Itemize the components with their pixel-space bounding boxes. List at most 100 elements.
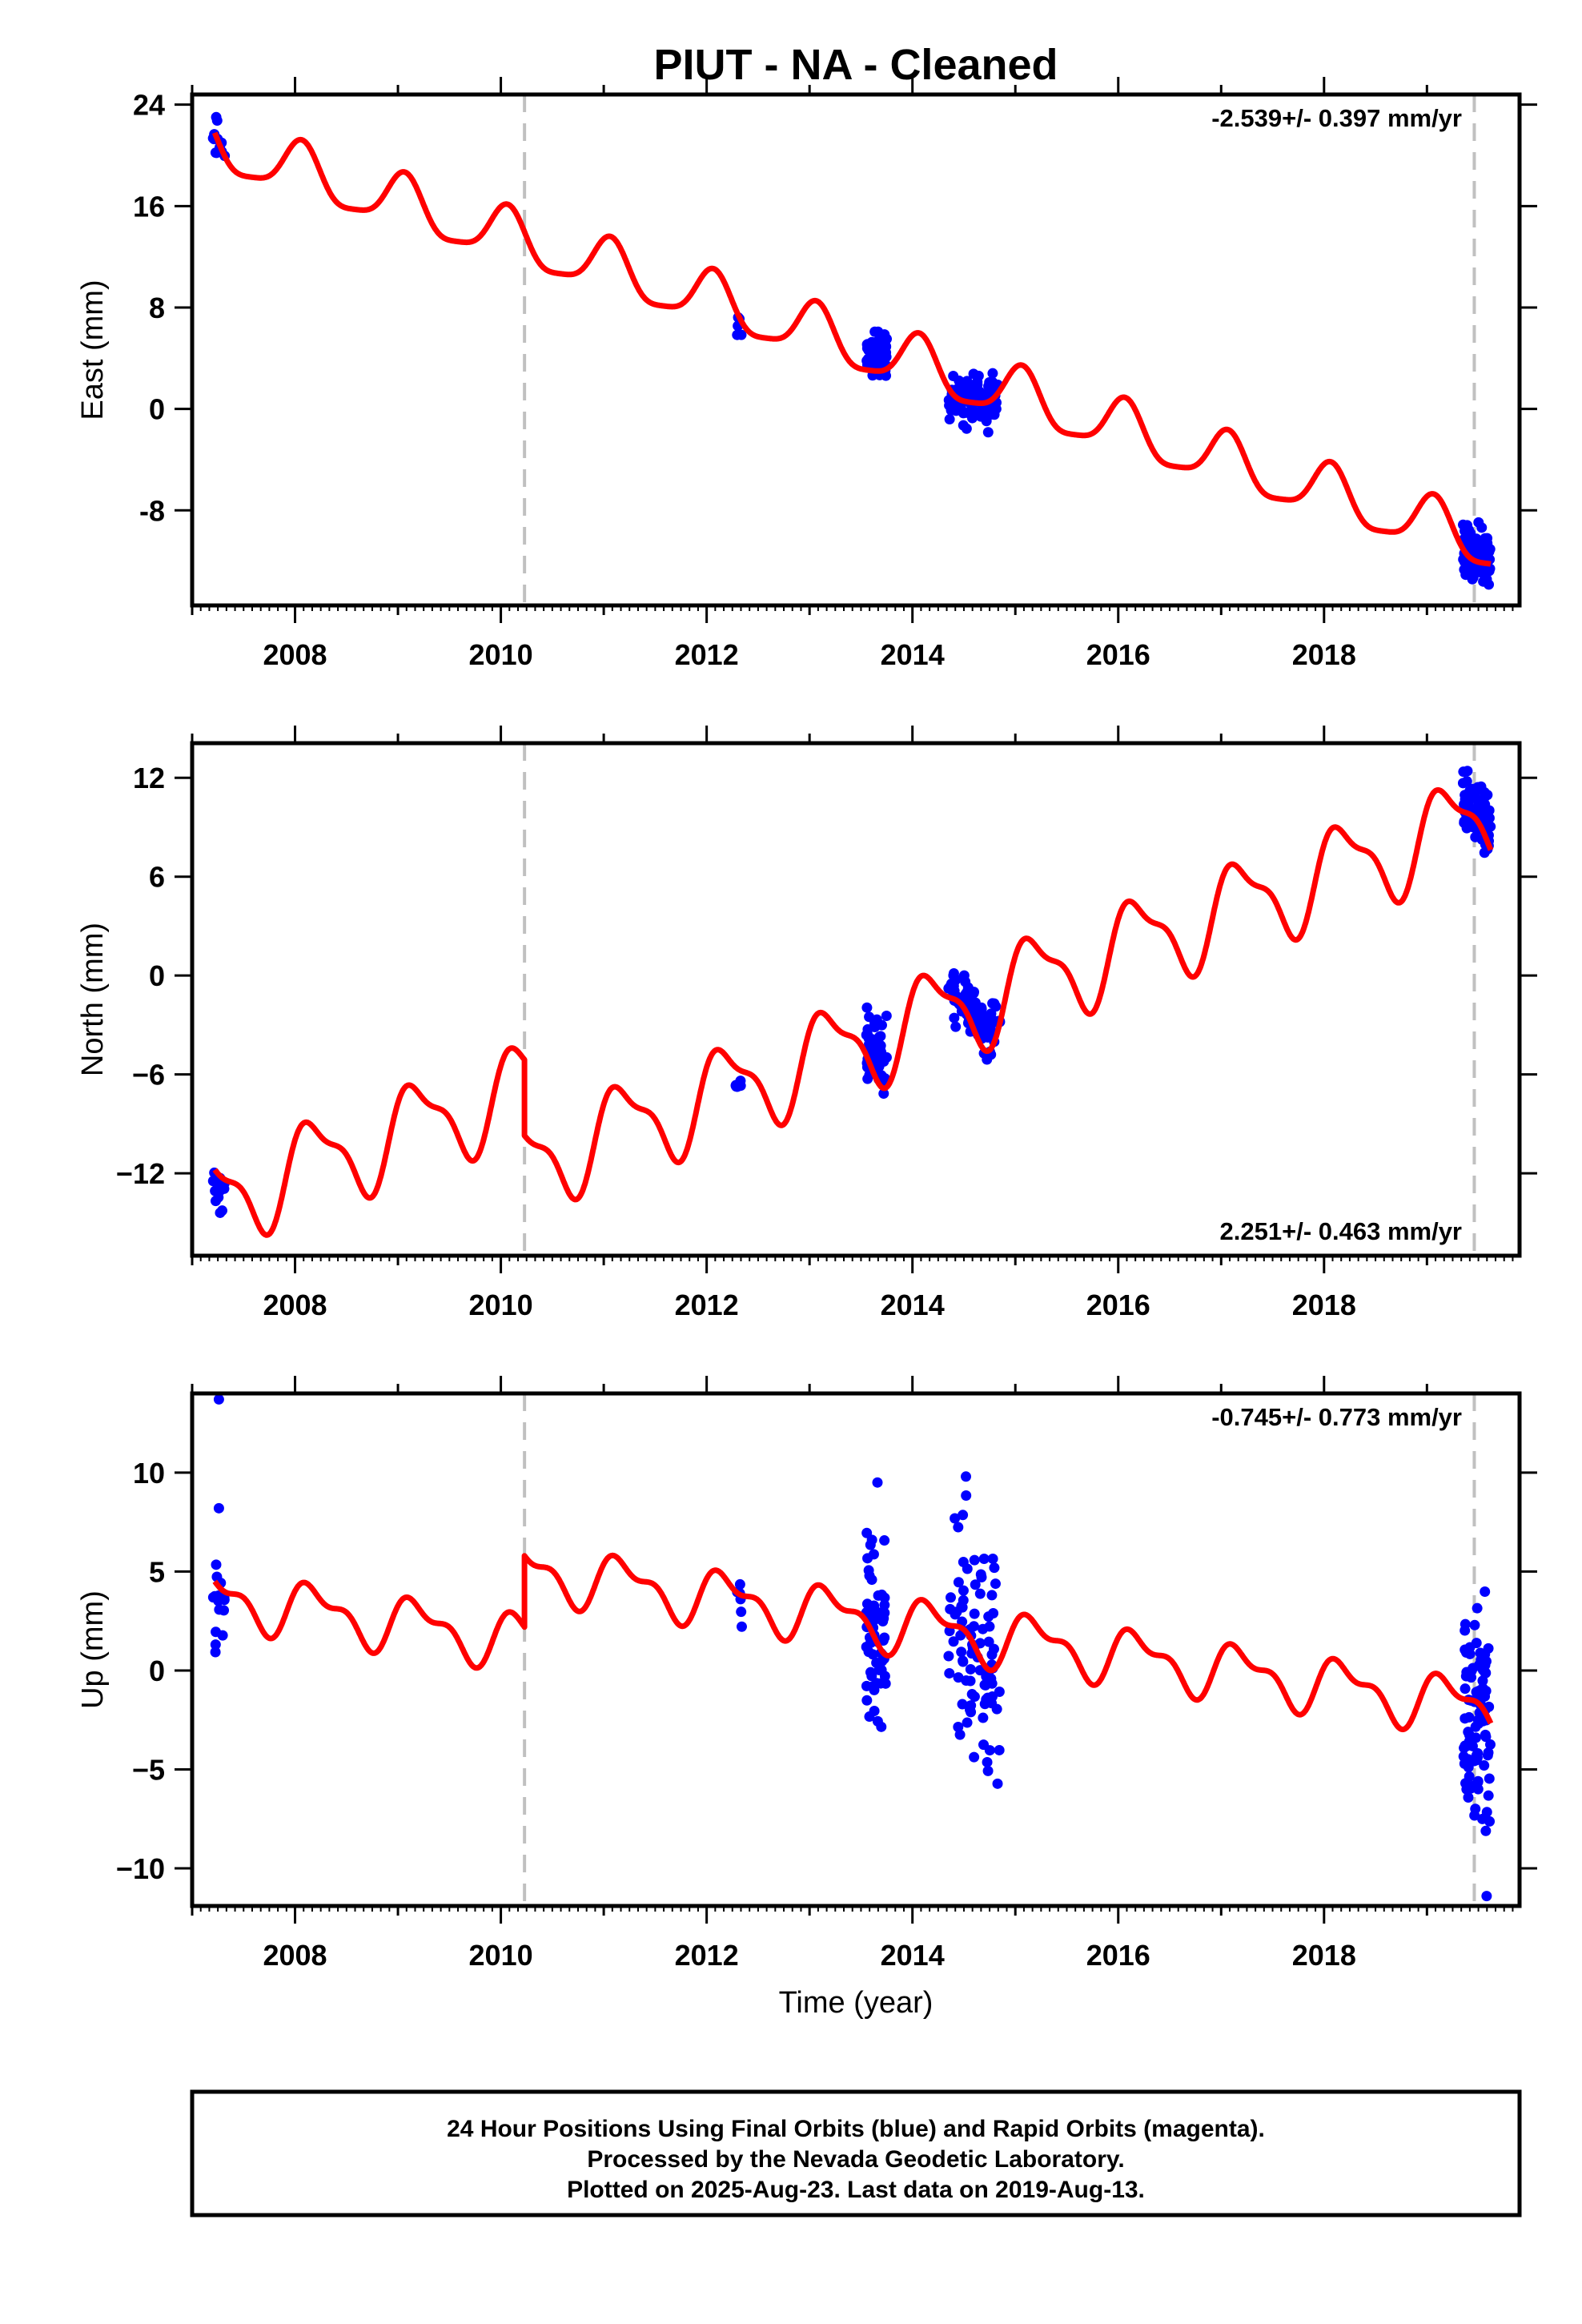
data-point	[879, 1535, 890, 1546]
data-point	[864, 1570, 875, 1582]
data-point	[1459, 1743, 1470, 1754]
data-point	[958, 970, 970, 981]
data-point	[1459, 564, 1470, 575]
data-point	[1473, 1718, 1484, 1729]
data-point	[872, 1477, 883, 1488]
data-point	[1480, 1586, 1491, 1598]
data-point	[211, 111, 222, 123]
y-tick-label: 10	[133, 1457, 165, 1490]
panel-frame	[190, 1391, 1522, 1908]
data-point	[954, 375, 965, 386]
data-point	[968, 1621, 979, 1632]
y-tick-label: 8	[149, 292, 165, 324]
data-point	[984, 386, 995, 397]
data-point	[958, 1585, 969, 1596]
data-points	[207, 1393, 1496, 1902]
data-point	[873, 1664, 885, 1675]
data-point	[978, 1712, 989, 1723]
data-point	[735, 1080, 746, 1092]
data-point	[1478, 576, 1489, 587]
data-point	[861, 1680, 872, 1691]
data-point	[1480, 1731, 1492, 1743]
data-point	[1463, 1727, 1474, 1738]
data-point	[961, 990, 972, 1001]
data-point	[1475, 1647, 1486, 1659]
data-point	[989, 1562, 1000, 1574]
data-point	[948, 967, 959, 979]
x-tick-label: 2010	[469, 1939, 533, 1972]
data-point	[865, 1667, 876, 1678]
data-point	[1484, 1739, 1496, 1750]
y-tick-label: 0	[149, 959, 165, 992]
data-point	[962, 1717, 973, 1728]
data-point	[1480, 1825, 1492, 1836]
data-point	[981, 416, 992, 427]
data-point	[1480, 807, 1492, 818]
data-point	[1469, 1619, 1480, 1630]
data-point	[1472, 1783, 1484, 1795]
data-point	[211, 1571, 223, 1582]
x-tick-label: 2014	[881, 638, 945, 671]
data-point	[994, 1744, 1005, 1755]
data-point	[949, 976, 960, 987]
data-point	[873, 326, 884, 337]
data-point	[861, 1598, 873, 1610]
x-tick-label: 2014	[881, 1939, 945, 1972]
data-point	[994, 1686, 1005, 1697]
x-tick-label: 2012	[675, 1289, 739, 1321]
data-point	[943, 395, 954, 406]
data-point	[1460, 1713, 1471, 1724]
x-tick-label: 2010	[469, 638, 533, 671]
y-axis-label: East (mm)	[76, 279, 110, 420]
data-point	[861, 1002, 873, 1013]
data-point	[979, 1699, 990, 1710]
data-point	[866, 1034, 877, 1045]
data-point	[982, 427, 994, 438]
data-point	[1460, 1644, 1471, 1655]
data-point	[966, 406, 978, 417]
x-tick-label: 2018	[1292, 1289, 1356, 1321]
y-tick-label: −10	[116, 1852, 165, 1885]
data-point	[978, 1623, 989, 1634]
data-point	[217, 1630, 228, 1641]
panel-up: 2008 2010 2012 2014 2016 2018 10 5 0 −5 −10 Up (mm)…	[76, 1376, 1537, 1972]
data-point	[961, 1471, 972, 1482]
data-point	[871, 356, 882, 367]
data-point	[214, 1186, 225, 1197]
data-point	[736, 1621, 747, 1632]
y-tick-label: −6	[132, 1059, 165, 1092]
data-point	[969, 1691, 980, 1703]
data-point	[1458, 766, 1469, 778]
x-tick-label: 2016	[1086, 1939, 1150, 1972]
x-tick-label: 2018	[1292, 638, 1356, 671]
data-point	[1458, 1751, 1469, 1762]
data-point	[964, 1704, 975, 1715]
rate-label: 2.251+/- 0.463 mm/yr	[1220, 1217, 1462, 1245]
data-point	[969, 1554, 980, 1566]
y-axis-label: Up (mm)	[76, 1590, 110, 1709]
data-point	[211, 1559, 222, 1570]
data-point	[862, 1553, 873, 1564]
data-point	[983, 1011, 994, 1023]
data-point	[1470, 1803, 1481, 1815]
data-point	[970, 1579, 981, 1590]
y-tick-label: 6	[149, 861, 165, 894]
data-points	[207, 766, 1496, 1218]
data-point	[987, 368, 998, 379]
data-point	[1460, 1683, 1471, 1695]
data-point	[1480, 1691, 1491, 1702]
data-point	[945, 1603, 956, 1614]
x-tick-label: 2008	[263, 1289, 327, 1321]
data-point	[734, 1578, 745, 1590]
data-point	[958, 1557, 969, 1568]
data-point	[1483, 1790, 1494, 1801]
data-point	[981, 1023, 992, 1034]
data-point	[1473, 782, 1484, 794]
data-point	[1481, 1891, 1492, 1902]
data-point	[1460, 1618, 1471, 1630]
data-point	[736, 1606, 747, 1618]
x-tick-label: 2014	[881, 1289, 945, 1321]
y-axis-label: North (mm)	[76, 923, 110, 1076]
data-point	[862, 1073, 873, 1084]
